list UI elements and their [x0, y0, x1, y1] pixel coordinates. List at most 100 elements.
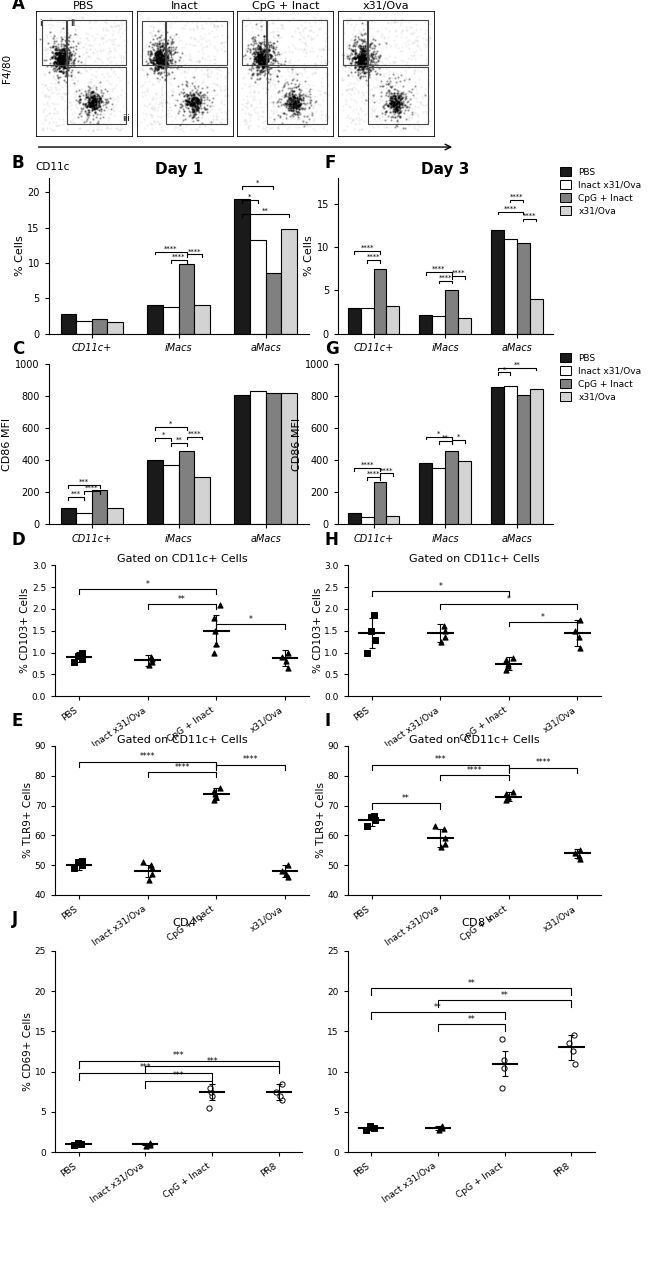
Point: [250, 71, 261, 92]
Point: [106, 74, 116, 94]
Point: [141, 51, 151, 71]
Point: [248, 42, 259, 62]
Point: [338, 18, 348, 38]
Point: [82, 88, 92, 108]
Point: [264, 39, 274, 60]
Point: [158, 57, 168, 78]
Text: *: *: [456, 434, 460, 439]
Point: [350, 47, 361, 67]
Point: [38, 32, 49, 52]
Point: [62, 48, 73, 69]
Point: [389, 99, 399, 120]
Point: [253, 81, 263, 102]
Point: [159, 51, 170, 71]
Point: [49, 29, 59, 50]
Point: [253, 64, 263, 84]
Point: [310, 56, 320, 76]
Point: [213, 103, 223, 123]
Point: [151, 28, 162, 48]
Point: [175, 48, 185, 69]
Point: [92, 23, 102, 43]
Point: [92, 103, 102, 123]
Bar: [348, 308, 361, 334]
Point: [170, 90, 181, 111]
Point: [93, 95, 103, 116]
Point: [265, 36, 275, 56]
Point: [162, 42, 172, 62]
Point: [244, 76, 255, 97]
Point: [348, 111, 358, 131]
Point: [87, 81, 98, 102]
Point: [280, 93, 290, 113]
Point: [256, 32, 266, 52]
Point: [87, 90, 98, 111]
Point: [174, 27, 185, 47]
Point: [53, 48, 64, 69]
Point: [89, 75, 99, 95]
Point: [54, 51, 64, 71]
Point: [301, 112, 311, 132]
Point: [252, 56, 262, 76]
Point: [52, 43, 62, 64]
Point: [205, 62, 216, 83]
Point: [56, 39, 66, 60]
Point: [149, 55, 159, 75]
Point: [49, 98, 60, 118]
Point: [151, 38, 162, 59]
Point: [368, 57, 378, 78]
Point: [301, 78, 311, 98]
Bar: [491, 230, 504, 334]
Point: [271, 23, 281, 43]
Point: [192, 98, 203, 118]
Point: [280, 85, 290, 106]
Point: [92, 47, 102, 67]
Point: [197, 113, 207, 134]
Point: [159, 55, 169, 75]
Point: [273, 61, 283, 81]
Point: [320, 109, 331, 130]
Point: [291, 95, 302, 116]
Point: [317, 69, 327, 89]
Point: [287, 94, 297, 115]
Point: [196, 87, 206, 107]
Point: [359, 52, 369, 73]
Point: [212, 84, 222, 104]
Point: [367, 59, 378, 79]
Point: [105, 47, 116, 67]
Point: [105, 103, 115, 123]
Point: [157, 22, 168, 42]
Point: [497, 1077, 507, 1097]
Point: [385, 83, 396, 103]
Point: [184, 43, 194, 64]
Point: [250, 50, 261, 70]
Point: [367, 85, 378, 106]
Point: [83, 103, 94, 123]
Point: [192, 92, 203, 112]
Text: CD8$^+$: CD8$^+$: [462, 914, 494, 929]
Point: [55, 39, 65, 60]
Point: [273, 46, 283, 66]
Point: [76, 83, 86, 103]
Point: [359, 55, 370, 75]
Point: [181, 92, 192, 112]
Point: [356, 53, 366, 74]
Point: [357, 29, 367, 50]
Point: [88, 31, 99, 51]
Point: [350, 46, 361, 66]
Point: [375, 46, 385, 66]
Point: [55, 43, 65, 64]
Point: [69, 112, 79, 132]
Point: [92, 113, 102, 134]
Point: [381, 6, 391, 27]
Point: [389, 94, 399, 115]
Point: [248, 47, 258, 67]
Point: [150, 46, 161, 66]
Point: [254, 50, 264, 70]
Point: [49, 51, 59, 71]
Point: [395, 102, 405, 122]
Point: [362, 41, 372, 61]
Point: [240, 108, 250, 129]
Point: [257, 106, 267, 126]
Point: [320, 31, 330, 51]
Point: [254, 53, 264, 74]
